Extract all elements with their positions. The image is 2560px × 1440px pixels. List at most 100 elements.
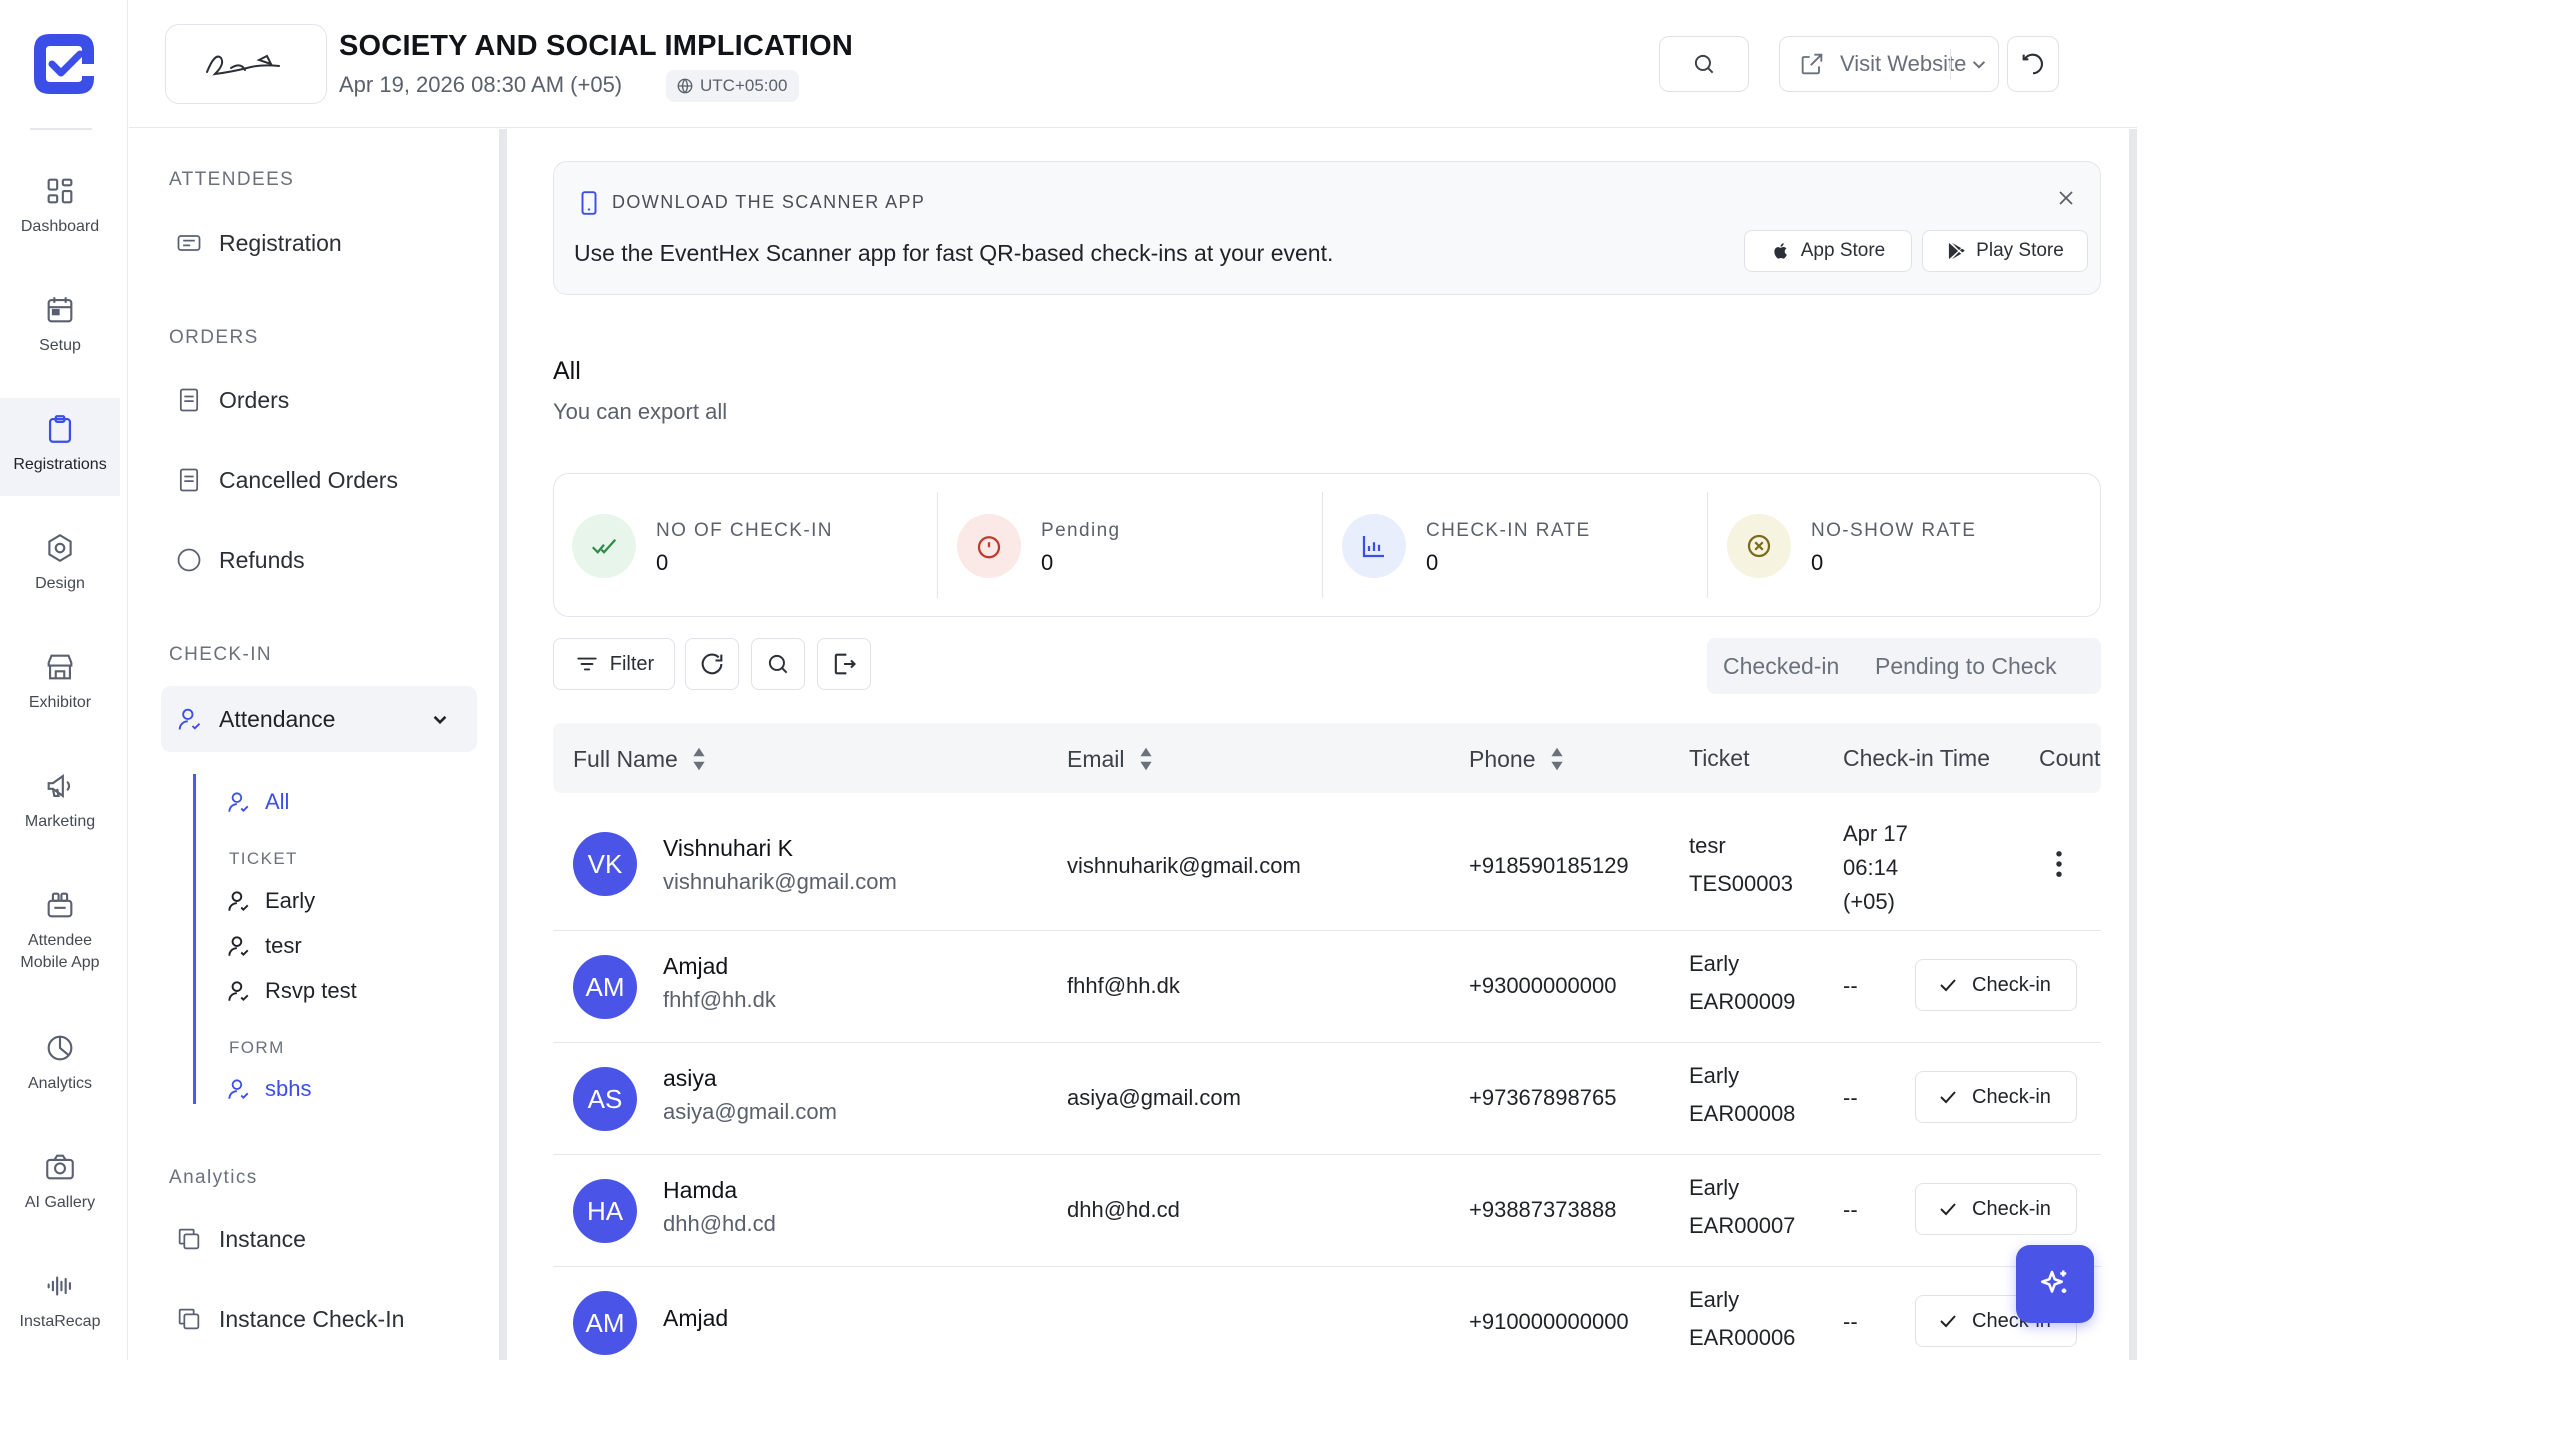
table-row[interactable]: AS asiya asiya@gmail.com asiya@gmail.com… bbox=[553, 1043, 2101, 1155]
check-icon bbox=[1940, 1091, 1956, 1104]
nav-instance[interactable]: Instance bbox=[175, 1225, 306, 1253]
rail-item-exhibitor[interactable]: Exhibitor bbox=[0, 636, 120, 722]
table-row[interactable]: AM Amjad +910000000000 Early EAR00006 --… bbox=[553, 1267, 2101, 1360]
section-title-attendees: ATTENDEES bbox=[169, 169, 295, 190]
nav-label: Orders bbox=[219, 386, 290, 413]
rail-item-design[interactable]: Design bbox=[0, 517, 120, 603]
x-circle-icon bbox=[1747, 534, 1771, 558]
table-row[interactable]: VK Vishnuhari K vishnuharik@gmail.com vi… bbox=[553, 797, 2101, 931]
chevron-down-icon[interactable] bbox=[427, 706, 453, 732]
sort-icon[interactable] bbox=[1137, 745, 1155, 773]
event-logo-thumbnail[interactable] bbox=[165, 24, 327, 104]
app-store-button[interactable]: App Store bbox=[1744, 230, 1912, 272]
banner-message: Use the EventHex Scanner app for fast QR… bbox=[574, 240, 1334, 266]
col-full-name[interactable]: Full Name bbox=[573, 745, 708, 773]
user-check-icon bbox=[228, 891, 249, 912]
play-store-button[interactable]: Play Store bbox=[1922, 230, 2088, 272]
ticket-code: EAR00009 bbox=[1689, 989, 1796, 1014]
col-email[interactable]: Email bbox=[1067, 745, 1155, 773]
global-search-button[interactable] bbox=[1659, 36, 1749, 92]
undo-button[interactable] bbox=[2007, 36, 2059, 92]
section-title-analytics: Analytics bbox=[169, 1167, 258, 1188]
attendee-name: Vishnuhari K bbox=[663, 835, 793, 861]
filter-label: Filter bbox=[609, 652, 655, 675]
col-phone[interactable]: Phone bbox=[1469, 745, 1566, 773]
visit-website-button[interactable]: Visit Website bbox=[1779, 36, 1999, 92]
user-check-icon bbox=[228, 792, 249, 812]
refresh-button[interactable] bbox=[685, 638, 739, 690]
nav-ticket-tesr[interactable]: tesr bbox=[225, 933, 302, 959]
nav-form-sbhs[interactable]: sbhs bbox=[225, 1076, 311, 1102]
checkin-button[interactable]: Check-in bbox=[1915, 1071, 2077, 1123]
nav-orders[interactable]: Orders bbox=[175, 386, 289, 414]
store-icon bbox=[47, 654, 73, 680]
nav-attendance[interactable]: Attendance bbox=[161, 686, 477, 752]
rail-item-instarecap[interactable]: InstaRecap bbox=[0, 1255, 120, 1341]
nav-ticket-early[interactable]: Early bbox=[225, 888, 315, 914]
export-button[interactable] bbox=[817, 638, 871, 690]
nav-registration[interactable]: Registration bbox=[175, 229, 342, 257]
nav-refunds[interactable]: Refunds bbox=[175, 546, 305, 574]
undo-icon bbox=[2022, 53, 2044, 75]
attendee-name: Amjad bbox=[663, 953, 729, 979]
user-check-icon bbox=[228, 1079, 249, 1099]
rail-item-registrations[interactable]: Registrations bbox=[0, 398, 120, 496]
nav-instance-checkin[interactable]: Instance Check-In bbox=[175, 1305, 404, 1333]
sparkle-icon bbox=[2040, 1270, 2067, 1293]
col-count: Count bbox=[2039, 745, 2101, 771]
eventhex-logo[interactable] bbox=[30, 30, 98, 98]
rail-item-dashboard[interactable]: Dashboard bbox=[0, 160, 120, 246]
copy-icon bbox=[178, 1308, 200, 1330]
chevron-down-icon[interactable] bbox=[1966, 51, 1992, 77]
search-icon bbox=[768, 654, 788, 674]
table-row[interactable]: AM Amjad fhhf@hh.dk fhhf@hh.dk +93000000… bbox=[553, 931, 2101, 1043]
dashboard-icon bbox=[47, 178, 73, 204]
table-row[interactable]: HA Hamda dhh@hd.cd dhh@hd.cd +9388737388… bbox=[553, 1155, 2101, 1267]
checkin-button[interactable]: Check-in bbox=[1915, 1183, 2077, 1235]
attendee-email: fhhf@hh.dk bbox=[1067, 973, 1180, 998]
rail-item-attendee-mobile-app[interactable]: Attendee Mobile App bbox=[0, 874, 120, 990]
filter-button[interactable]: Filter bbox=[553, 638, 675, 690]
visit-website-label: Visit Website bbox=[1840, 51, 1967, 76]
col-label: Full Name bbox=[573, 745, 678, 772]
nav-label: Registration bbox=[219, 229, 342, 256]
table-search-button[interactable] bbox=[751, 638, 805, 690]
sort-icon[interactable] bbox=[1548, 745, 1566, 773]
timezone-label: UTC+05:00 bbox=[700, 76, 788, 95]
nav-attendance-all[interactable]: All bbox=[225, 789, 289, 815]
nav-label: tesr bbox=[265, 933, 302, 958]
document-icon bbox=[179, 468, 199, 492]
rail-label: Registrations bbox=[13, 456, 107, 473]
nav-label: Rsvp test bbox=[265, 978, 357, 1003]
stat-value: 0 bbox=[1041, 550, 1054, 575]
rail-item-ai-gallery[interactable]: AI Gallery bbox=[0, 1136, 120, 1222]
rail-item-marketing[interactable]: Marketing bbox=[0, 755, 120, 841]
stat-pending: Pending 0 bbox=[939, 474, 1323, 616]
rail-label: Exhibitor bbox=[28, 694, 92, 711]
camera-icon bbox=[46, 1154, 74, 1180]
double-check-icon bbox=[591, 538, 617, 554]
document-icon bbox=[179, 388, 199, 412]
phone-icon bbox=[581, 191, 597, 215]
section-title-checkin: CHECK-IN bbox=[169, 644, 273, 665]
button-divider bbox=[1950, 49, 1951, 79]
seg-checked-in[interactable]: Checked-in bbox=[1723, 652, 1840, 679]
nav-label: Refunds bbox=[219, 546, 305, 573]
attendee-email: dhh@hd.cd bbox=[1067, 1197, 1180, 1222]
nav-ticket-rsvp-test[interactable]: Rsvp test bbox=[225, 978, 357, 1004]
calendar-icon bbox=[47, 297, 73, 323]
rail-item-analytics[interactable]: Analytics bbox=[0, 1017, 120, 1103]
rail-item-setup[interactable]: Setup bbox=[0, 279, 120, 365]
nav-cancelled-orders[interactable]: Cancelled Orders bbox=[175, 466, 398, 494]
play-store-label: Play Store bbox=[1976, 240, 2064, 261]
checkin-button[interactable]: Check-in bbox=[1915, 959, 2077, 1011]
stat-divider bbox=[937, 492, 938, 598]
sort-icon[interactable] bbox=[690, 745, 708, 773]
seg-pending-to-check[interactable]: Pending to Check bbox=[1875, 652, 2057, 679]
app-store-label: App Store bbox=[1800, 240, 1886, 261]
checkin-time-line: (+05) bbox=[1843, 889, 1895, 914]
ai-assistant-button[interactable] bbox=[2016, 1245, 2094, 1323]
ticket-code: EAR00008 bbox=[1689, 1101, 1796, 1126]
more-options-icon[interactable] bbox=[2045, 847, 2073, 881]
close-icon[interactable] bbox=[2054, 186, 2078, 210]
